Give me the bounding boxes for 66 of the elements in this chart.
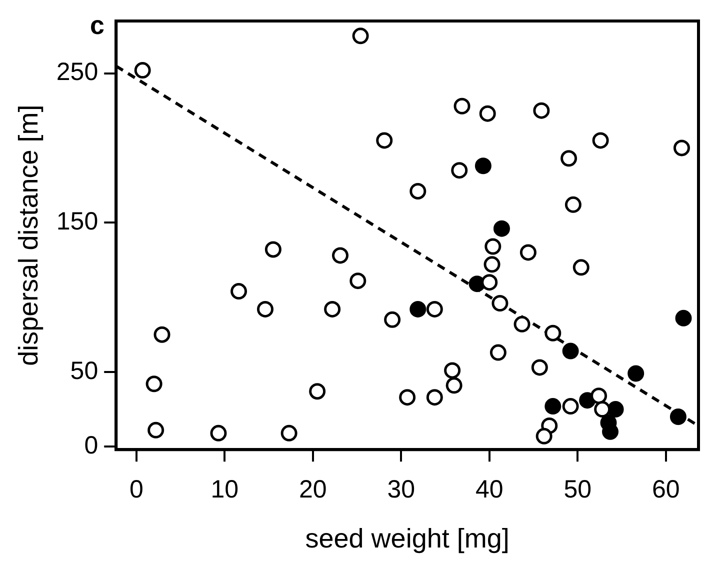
x-tick-label: 0 — [129, 475, 144, 504]
point — [533, 102, 550, 119]
point — [544, 324, 562, 342]
point — [594, 401, 611, 418]
point — [154, 326, 170, 343]
point — [514, 316, 530, 332]
point — [592, 132, 609, 149]
point — [560, 150, 578, 167]
x-tick-label: 20 — [298, 475, 327, 504]
point — [384, 311, 401, 328]
point — [148, 422, 164, 438]
point — [352, 28, 369, 44]
point — [520, 244, 536, 261]
point — [531, 359, 548, 376]
point — [628, 365, 644, 382]
point — [564, 196, 582, 213]
point — [332, 247, 348, 264]
point — [675, 310, 692, 326]
point — [410, 182, 426, 200]
x-tick-label: 10 — [210, 475, 239, 504]
point — [264, 241, 282, 258]
point — [426, 300, 443, 318]
point — [210, 424, 227, 442]
text: c — [90, 10, 104, 40]
point — [481, 274, 498, 291]
point — [670, 408, 686, 425]
point — [350, 272, 366, 290]
point — [493, 220, 510, 237]
point — [484, 256, 500, 273]
y-tick-label: 250 — [56, 58, 98, 86]
point — [426, 389, 443, 406]
y-tick-label: 150 — [56, 207, 98, 236]
point — [673, 140, 690, 156]
x-tick-label: 40 — [475, 475, 504, 504]
point — [376, 132, 393, 149]
y-tick-label: 0 — [84, 432, 98, 460]
x-tick-label: 60 — [652, 475, 680, 504]
point — [410, 300, 426, 318]
point — [256, 300, 274, 318]
point — [134, 62, 151, 79]
y-tick-label: 50 — [70, 356, 98, 385]
point — [562, 342, 579, 360]
point — [484, 238, 502, 255]
point — [479, 105, 496, 122]
point — [490, 344, 506, 361]
point — [280, 424, 298, 442]
point — [536, 428, 552, 444]
point — [399, 389, 416, 406]
point — [324, 300, 341, 318]
point — [572, 259, 590, 276]
point — [451, 162, 468, 179]
point — [474, 158, 492, 174]
x-tick-label: 30 — [387, 475, 416, 504]
point — [309, 383, 326, 400]
x-axis-title: seed weight [mg] — [305, 523, 510, 554]
point — [590, 388, 608, 404]
point — [444, 362, 461, 379]
point — [544, 398, 562, 415]
x-tick-label: 50 — [564, 475, 592, 504]
y-axis-title: dispersal distance [m] — [14, 104, 44, 366]
point — [446, 377, 462, 394]
point — [454, 98, 470, 114]
point — [562, 398, 579, 415]
point — [230, 283, 248, 300]
point — [146, 376, 162, 392]
point — [492, 295, 508, 312]
